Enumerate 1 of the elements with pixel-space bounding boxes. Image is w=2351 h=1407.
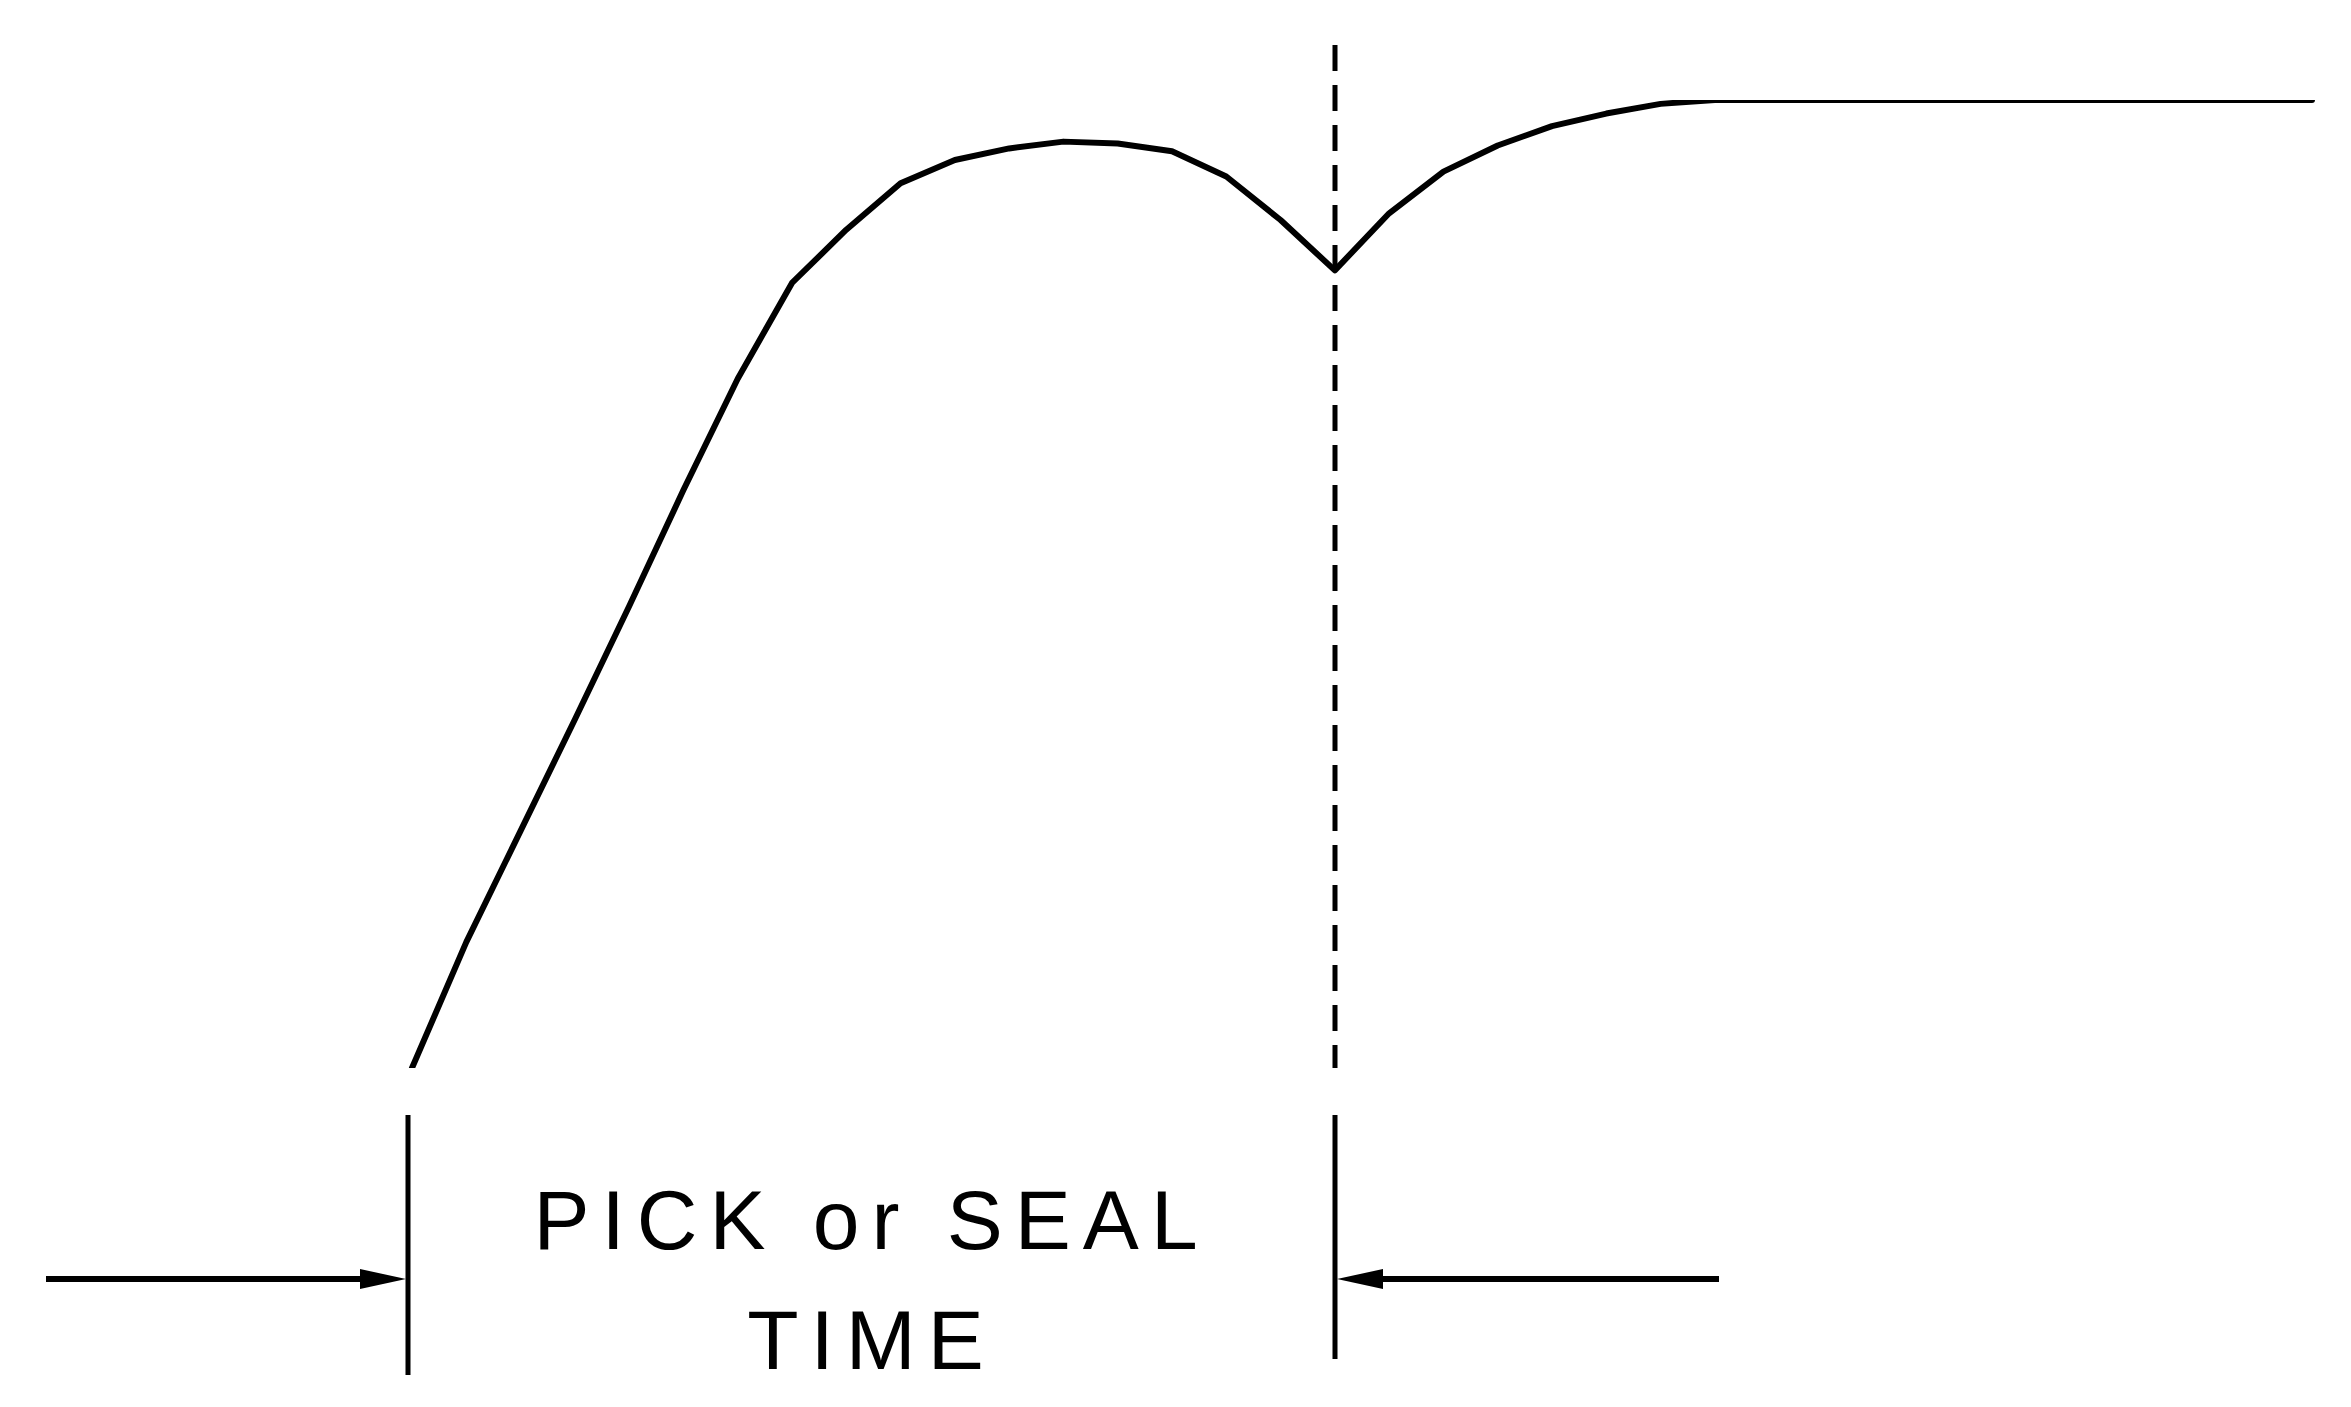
text: PICK or SEAL TIME — [532, 1172, 1211, 1389]
